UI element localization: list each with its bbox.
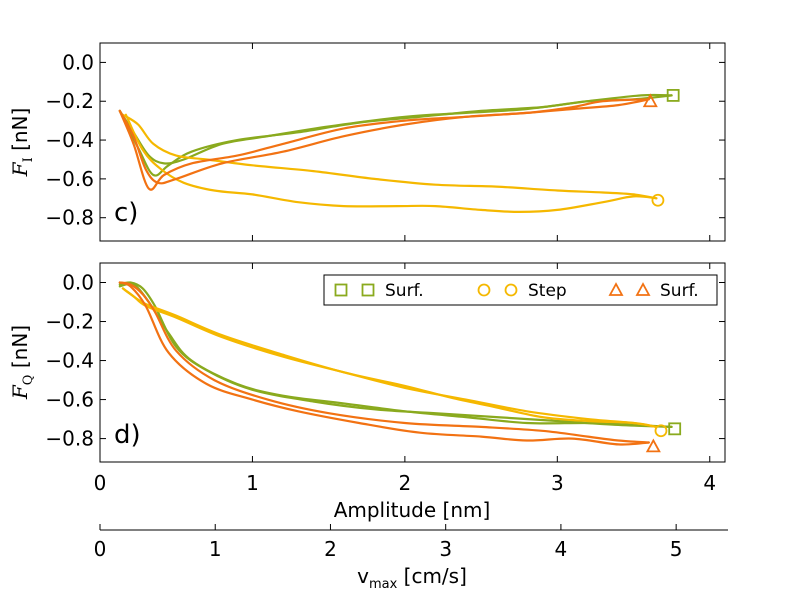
velocity-axis-ticks: 0 1 2 3 4 5 [94, 524, 683, 561]
series-line [121, 113, 658, 200]
legend-entry: Surf. [334, 281, 424, 301]
y-tick-label: −0.6 [45, 167, 94, 191]
legend-marker-square [334, 283, 348, 297]
legend-marker-triangle [635, 282, 651, 296]
panel-d-series [118, 281, 673, 446]
series-line [124, 113, 658, 213]
velocity-tick-label: 4 [555, 537, 568, 561]
legend-entry: Surf. [608, 281, 699, 301]
panel-d-markers [645, 422, 682, 453]
panel-d-label: d) [114, 420, 141, 450]
x-tick-label: 4 [703, 471, 716, 495]
series-line [118, 93, 673, 165]
y-tick-label: −0.4 [45, 349, 94, 373]
panel-c: 0.0 −0.2 −0.4 −0.6 −0.8 c) FI [nN] [8, 42, 726, 242]
panel-d-ylabel: FQ [nN] [8, 325, 36, 400]
legend: Surf. Step Surf. [323, 274, 718, 306]
panel-d-y-ticks: 0.0 −0.2 −0.4 −0.6 −0.8 [45, 271, 725, 451]
series-line [121, 287, 658, 428]
panel-c-series [118, 93, 673, 213]
series-line [118, 98, 650, 191]
y-tick-label: −0.6 [45, 388, 94, 412]
panel-c-x-ticks [99, 43, 711, 241]
velocity-axis: 0 1 2 3 4 5 vmax [cm/s] [94, 524, 728, 592]
panel-c-ylabel: FI [nN] [8, 108, 36, 178]
end-marker-triangle [645, 438, 661, 453]
y-tick-label: −0.8 [45, 427, 94, 451]
series-line [118, 281, 650, 446]
y-tick-label: −0.2 [45, 310, 94, 334]
y-tick-label: −0.8 [45, 206, 94, 230]
y-tick-label: −0.4 [45, 128, 94, 152]
end-marker-circle [651, 193, 665, 207]
legend-label: Step [528, 281, 567, 301]
panel-c-frame [99, 42, 726, 242]
velocity-tick-label: 0 [94, 537, 107, 561]
legend-label: Surf. [660, 281, 699, 301]
x-axis-title-amplitude: Amplitude [nm] [334, 498, 491, 522]
end-marker-square [668, 422, 682, 436]
legend-marker-circle [504, 283, 518, 297]
panel-c-y-ticks: 0.0 −0.2 −0.4 −0.6 −0.8 [45, 50, 725, 230]
velocity-tick-label: 1 [209, 537, 222, 561]
panel-c-markers [642, 89, 680, 207]
legend-marker-triangle [608, 282, 624, 296]
end-marker-triangle [642, 93, 658, 108]
end-marker-circle [654, 424, 668, 438]
legend-entry: Step [477, 281, 567, 301]
x-tick-label: 2 [399, 471, 412, 495]
y-tick-label: 0.0 [62, 50, 94, 74]
legend-label: Surf. [385, 281, 424, 301]
x-tick-label: 1 [246, 471, 259, 495]
series-line [121, 287, 658, 428]
series-line [118, 94, 673, 177]
series-line [118, 98, 650, 185]
x-tick-label: 3 [551, 471, 564, 495]
legend-items: Surf. Step Surf. [334, 281, 699, 301]
velocity-tick-label: 2 [324, 537, 337, 561]
panel-d-frame [99, 262, 726, 463]
x-axis-title-velocity: vmax [cm/s] [357, 564, 467, 592]
y-tick-label: −0.2 [45, 89, 94, 113]
series-line [118, 281, 650, 444]
end-marker-square [666, 89, 680, 102]
panel-d: 0.0 −0.2 −0.4 −0.6 −0.8 0 1 2 3 4 d) FQ [nN] Sur… [8, 262, 726, 522]
x-tick-label: 0 [94, 471, 107, 495]
velocity-tick-label: 3 [439, 537, 452, 561]
legend-box [323, 274, 718, 306]
legend-marker-circle [477, 283, 491, 297]
panel-d-x-ticks: 0 1 2 3 4 [94, 263, 716, 495]
panel-c-label: c) [114, 198, 138, 228]
y-tick-label: 0.0 [62, 271, 94, 295]
velocity-tick-label: 5 [670, 537, 683, 561]
legend-marker-square [361, 283, 375, 297]
